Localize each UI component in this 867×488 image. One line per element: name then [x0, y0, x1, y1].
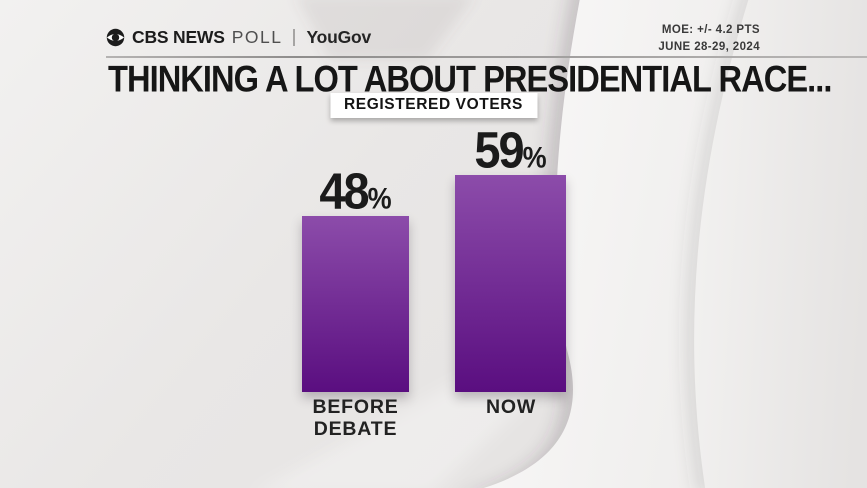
category-label-now: NOW	[485, 396, 537, 418]
moe-text: MOE: +/- 4.2 PTS	[661, 24, 760, 36]
cbs-eye-icon	[106, 28, 125, 46]
registered-voters-badge: REGISTERED VOTERS	[329, 93, 538, 118]
header-rule	[106, 56, 867, 58]
bar-value-number: 48	[319, 162, 369, 220]
date-text: JUNE 28-29, 2024	[658, 40, 760, 53]
bar-value-now: 59%	[474, 125, 547, 176]
bar-value-before-debate: 48%	[319, 166, 392, 217]
percent-sign: %	[367, 182, 392, 216]
bar-value-number: 59	[474, 121, 524, 179]
brand-divider	[293, 28, 296, 46]
brand-lockup: CBS NEWS POLL YouGov	[106, 26, 371, 48]
poll-meta: MOE: +/- 4.2 PTS JUNE 28-29, 2024	[658, 22, 760, 55]
bar-now	[455, 175, 566, 392]
percent-sign: %	[522, 141, 547, 175]
yougov-label: YouGov	[306, 26, 372, 47]
bar-before-debate	[302, 216, 409, 392]
bar-group-before-debate: 48%	[302, 166, 409, 392]
category-label-before-debate: BEFORE DEBATE	[312, 396, 399, 440]
bar-group-now: 59%	[455, 125, 566, 392]
cbs-news-label: CBS NEWS	[132, 26, 225, 47]
poll-label: POLL	[231, 26, 283, 47]
